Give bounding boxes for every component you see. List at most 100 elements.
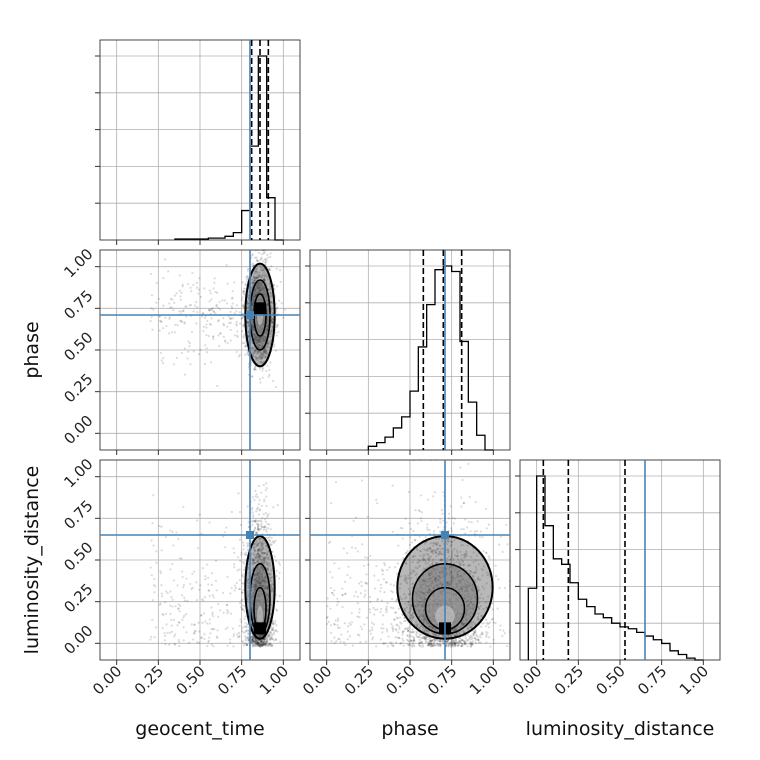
sample-point: [256, 641, 260, 644]
sample-point: [266, 637, 269, 640]
sample-point: [255, 541, 258, 544]
sample-point: [256, 644, 259, 647]
sample-point: [258, 340, 261, 344]
sample-point: [254, 277, 257, 280]
sample-point: [155, 281, 158, 285]
sample-point: [247, 578, 250, 581]
sample-point: [216, 615, 220, 618]
sample-point: [263, 576, 267, 579]
sample-point: [246, 321, 249, 324]
sample-point: [258, 575, 261, 578]
sample-point: [271, 318, 274, 321]
sample-point: [262, 287, 265, 290]
sample-point: [261, 274, 264, 277]
sample-point: [177, 607, 180, 611]
sample-point: [246, 352, 249, 355]
sample-point: [260, 282, 263, 285]
sample-point: [172, 309, 175, 312]
sample-point: [263, 293, 266, 296]
sample-point: [257, 548, 260, 551]
sample-point: [247, 302, 250, 305]
sample-point: [252, 299, 255, 302]
sample-point: [280, 302, 283, 305]
sample-point: [245, 642, 248, 645]
sample-point: [247, 632, 250, 636]
sample-point: [279, 640, 282, 643]
sample-point: [253, 573, 256, 576]
histogram-step: [367, 265, 494, 451]
sample-point: [255, 582, 258, 585]
sample-point: [263, 587, 266, 590]
sample-point: [260, 275, 263, 279]
sample-point: [260, 256, 263, 259]
sample-point: [259, 338, 262, 342]
sample-point: [264, 643, 267, 646]
sample-point: [269, 638, 272, 641]
sample-point: [255, 286, 259, 289]
sample-point: [424, 620, 428, 623]
sample-point: [251, 324, 254, 328]
sample-point: [275, 624, 278, 627]
sample-point: [262, 260, 265, 263]
sample-point: [252, 334, 255, 337]
sample-point: [433, 530, 436, 533]
sample-point: [270, 635, 273, 638]
sample-point: [260, 580, 264, 583]
sample-point: [254, 278, 257, 281]
sample-point: [256, 352, 259, 355]
sample-point: [244, 353, 247, 356]
sample-point: [245, 626, 248, 629]
sample-point: [255, 336, 258, 339]
sample-point: [417, 611, 421, 614]
sample-point: [188, 345, 191, 348]
sample-point: [200, 636, 203, 640]
sample-point: [259, 268, 262, 271]
sample-point: [261, 643, 264, 646]
sample-point: [266, 329, 269, 332]
sample-point: [266, 584, 269, 588]
sample-point: [251, 351, 255, 354]
sample-point: [477, 605, 480, 609]
sample-point: [158, 603, 161, 606]
sample-point: [256, 526, 260, 529]
sample-point: [251, 305, 255, 308]
sample-point: [269, 636, 273, 639]
sample-point: [260, 520, 263, 523]
sample-point: [204, 620, 207, 623]
sample-point: [259, 289, 262, 292]
sample-point: [460, 642, 464, 645]
sample-point: [401, 633, 404, 636]
sample-point: [276, 630, 279, 633]
sample-point: [473, 530, 476, 533]
sample-point: [260, 357, 264, 360]
scatter-layer: [149, 482, 282, 648]
sample-point: [254, 339, 257, 342]
sample-point: [418, 594, 421, 597]
sample-point: [252, 643, 255, 646]
sample-point: [252, 515, 255, 518]
sample-point: [173, 301, 176, 305]
sample-point: [254, 578, 257, 581]
sample-point: [172, 363, 176, 366]
sample-point: [263, 579, 266, 582]
sample-point: [262, 350, 265, 353]
sample-point: [247, 609, 250, 612]
sample-point: [254, 339, 257, 342]
sample-point: [276, 323, 279, 326]
sample-point: [263, 334, 266, 338]
sample-point: [247, 334, 250, 337]
sample-point: [263, 296, 267, 299]
sample-point: [258, 578, 261, 581]
sample-point: [261, 585, 264, 588]
sample-point: [251, 638, 255, 641]
sample-point: [233, 281, 236, 284]
sample-point: [208, 309, 211, 312]
sample-point: [256, 341, 259, 344]
sample-point: [275, 609, 278, 612]
sample-point: [262, 483, 265, 487]
sample-point: [261, 291, 264, 294]
sample-point: [266, 567, 269, 571]
sample-point: [252, 636, 255, 639]
sample-point: [263, 561, 266, 564]
sample-point: [260, 559, 263, 562]
